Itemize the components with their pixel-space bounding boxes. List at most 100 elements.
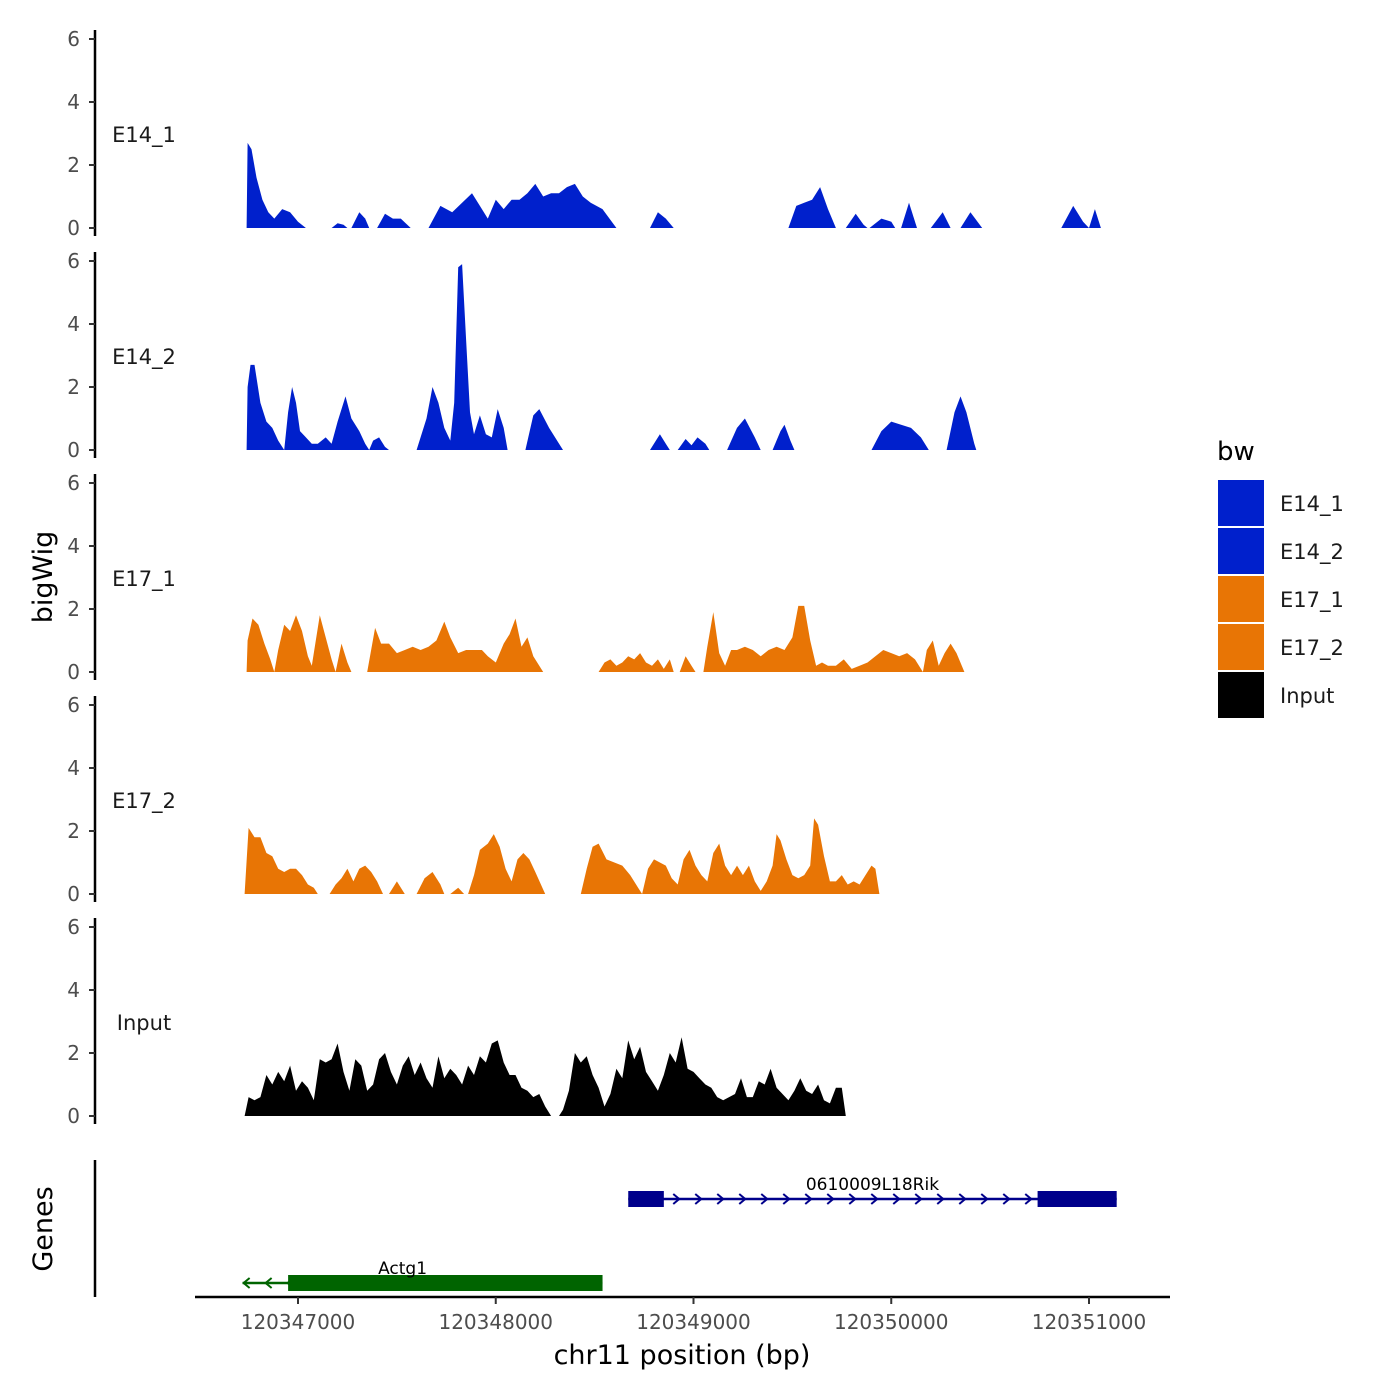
coverage-area-e14-2-4 — [677, 437, 710, 450]
coverage-area-input-1 — [559, 1037, 846, 1116]
gene-actg1: Actg1 — [242, 1259, 603, 1291]
strand-arrow — [760, 1193, 769, 1205]
y-tick-label: 0 — [67, 882, 80, 906]
strand-arrow — [738, 1193, 747, 1205]
gene-exon — [288, 1275, 603, 1291]
x-axis-title: chr11 position (bp) — [554, 1340, 811, 1371]
coverage-area-e14-2-5 — [727, 418, 761, 450]
legend-label: E17_1 — [1280, 588, 1344, 613]
strand-arrow — [716, 1193, 725, 1205]
coverage-area-e17-1-0 — [246, 615, 352, 672]
coverage-area-e14-1-1 — [331, 223, 348, 228]
strand-arrow — [958, 1193, 967, 1205]
strand-arrow — [826, 1193, 835, 1205]
y-tick-label: 4 — [67, 312, 80, 336]
coverage-area-e14-1-7 — [845, 213, 868, 228]
y-tick-label: 6 — [67, 27, 80, 51]
y-tick-label: 6 — [67, 693, 80, 717]
coverage-area-e14-2-7 — [871, 421, 929, 450]
y-tick-label: 0 — [67, 660, 80, 684]
coverage-area-input-0 — [244, 1040, 552, 1116]
coverage-area-e14-2-3 — [650, 434, 670, 450]
coverage-area-e14-2-0 — [246, 364, 389, 450]
x-tick-label: 120349000 — [636, 1310, 751, 1334]
y-axis-title: bigWig — [28, 531, 59, 624]
gene-label: 0610009L18Rik — [806, 1175, 939, 1195]
legend-title: bw — [1217, 437, 1255, 467]
gene-0610009l18rik: 0610009L18Rik — [628, 1175, 1117, 1207]
coverage-area-e14-2-6 — [772, 424, 795, 450]
strand-arrow — [694, 1193, 703, 1205]
gene-track: 0610009L18Rik Actg1 — [93, 1160, 1117, 1297]
track-e14-1: 0 2 4 6 E14_1 — [67, 27, 1101, 240]
y-tick-label: 4 — [67, 90, 80, 114]
coverage-area-e14-2-8 — [946, 396, 977, 450]
strand-arrow — [936, 1193, 945, 1205]
strand-arrow — [980, 1193, 989, 1205]
y-tick-label: 2 — [67, 153, 80, 177]
coverage-area-e14-1-4 — [428, 183, 617, 228]
legend-label: Input — [1280, 684, 1334, 708]
track-e17-1: 0 2 4 6 E17_1 — [67, 471, 965, 684]
y-tick-label: 2 — [67, 375, 80, 399]
strand-arrow — [914, 1193, 923, 1205]
gene-exon — [628, 1191, 664, 1207]
strand-arrow — [1024, 1193, 1033, 1205]
coverage-area-e14-1-12 — [1061, 205, 1089, 228]
strand-arrow — [870, 1193, 879, 1205]
strand-arrow — [782, 1193, 791, 1205]
legend-swatch — [1218, 672, 1264, 718]
coverage-area-e14-1-3 — [377, 213, 411, 228]
coverage-area-e17-2-3 — [416, 872, 445, 894]
legend-swatch — [1218, 480, 1264, 526]
legend: bw E14_1 E14_2 E17_1 E17_2 Input — [1217, 437, 1344, 718]
track-input: 0 2 4 6 Input — [67, 915, 846, 1128]
coverage-area-e17-2-0 — [244, 827, 318, 894]
gene-exon — [1037, 1191, 1117, 1207]
coverage-area-e17-1-1 — [367, 618, 544, 672]
y-tick-label: 0 — [67, 216, 80, 240]
track-label: E17_1 — [112, 567, 176, 592]
coverage-area-e14-1-0 — [246, 142, 306, 228]
legend-swatch — [1218, 528, 1264, 574]
coverage-area-e17-2-1 — [329, 865, 383, 894]
legend-swatch — [1218, 576, 1264, 622]
strand-arrow — [242, 1277, 251, 1289]
coverage-area-e14-1-5 — [650, 212, 674, 228]
coverage-area-e14-1-11 — [960, 212, 983, 228]
x-tick-label: 120350000 — [834, 1310, 949, 1334]
x-axis: 120347000 120348000 120349000 120350000 1203… — [195, 1295, 1170, 1334]
legend-swatch — [1218, 624, 1264, 670]
track-e14-2: 0 2 4 6 E14_2 — [67, 249, 977, 462]
track-label: E14_2 — [112, 345, 176, 370]
track-e17-2: 0 2 4 6 E17_2 — [67, 693, 880, 906]
x-tick-label: 120351000 — [1032, 1310, 1147, 1334]
coverage-area-e14-1-10 — [930, 212, 951, 228]
coverage-area-e17-2-2 — [389, 881, 405, 894]
strand-arrow — [264, 1277, 273, 1289]
y-tick-label: 6 — [67, 471, 80, 495]
y-tick-label: 0 — [67, 438, 80, 462]
y-tick-label: 4 — [67, 978, 80, 1002]
legend-label: E17_2 — [1280, 636, 1344, 661]
y-tick-label: 2 — [67, 819, 80, 843]
gene-label: Actg1 — [378, 1259, 427, 1279]
track-label: E14_1 — [112, 123, 176, 148]
coverage-area-e17-1-2 — [598, 653, 696, 672]
strand-arrow — [892, 1193, 901, 1205]
y-tick-label: 2 — [67, 597, 80, 621]
y-tick-label: 6 — [67, 249, 80, 273]
coverage-area-e17-2-5 — [468, 834, 546, 894]
coverage-area-e14-1-8 — [869, 218, 896, 228]
coverage-area-e14-2-1 — [416, 264, 508, 450]
y-tick-label: 2 — [67, 1041, 80, 1065]
y-tick-label: 4 — [67, 756, 80, 780]
x-tick-label: 120347000 — [241, 1310, 356, 1334]
strand-arrow — [848, 1193, 857, 1205]
coverage-area-e14-1-6 — [788, 187, 836, 228]
y-tick-label: 6 — [67, 915, 80, 939]
genes-track-title: Genes — [28, 1186, 59, 1271]
coverage-area-e14-1-2 — [351, 212, 370, 228]
